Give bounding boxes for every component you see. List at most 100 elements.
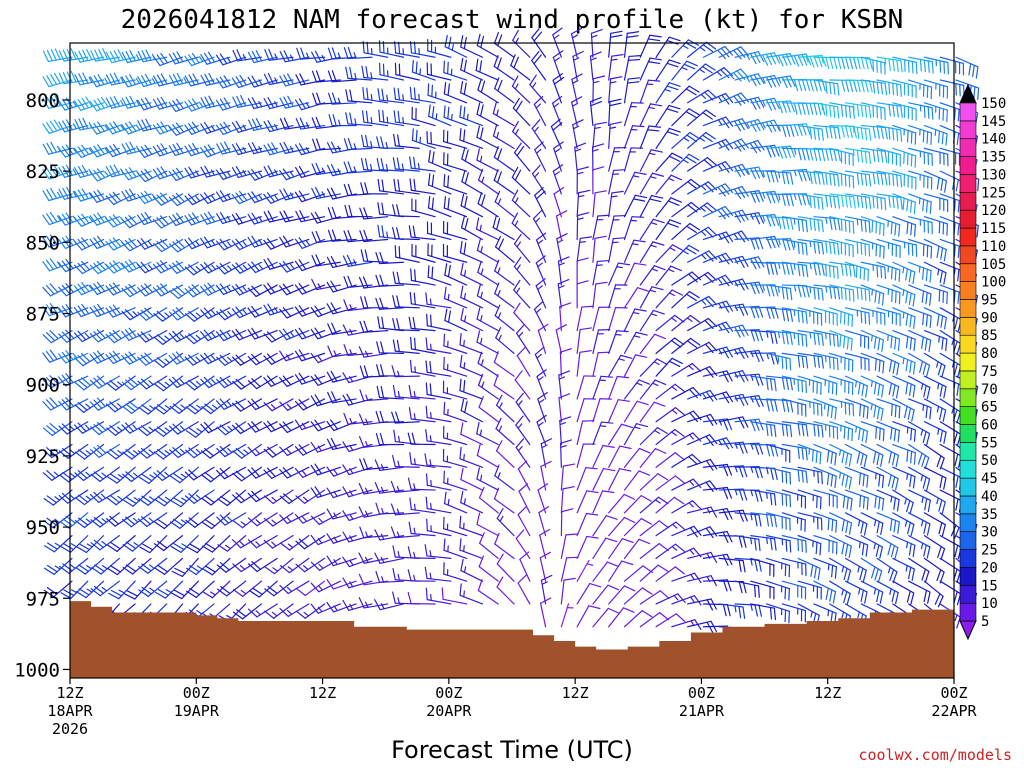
wind-barb xyxy=(358,413,389,426)
wind-barb xyxy=(105,121,136,135)
wind-barb xyxy=(513,302,531,332)
wind-barb xyxy=(860,170,888,186)
wind-barb xyxy=(89,96,120,112)
wind-barb xyxy=(623,77,641,104)
wind-barb xyxy=(655,566,685,582)
wind-barb xyxy=(232,375,263,390)
wind-barb xyxy=(639,241,665,263)
colorbar-label: 135 xyxy=(981,150,1006,166)
wind-barb xyxy=(493,31,515,58)
colorbar-cell xyxy=(959,209,977,229)
wind-barb xyxy=(623,55,642,81)
colorbar-cell xyxy=(959,531,977,550)
wind-barb xyxy=(139,535,168,554)
wind-barb xyxy=(106,375,136,391)
colorbar-label: 125 xyxy=(981,185,1006,201)
colorbar-label: 80 xyxy=(981,346,998,362)
wind-barb xyxy=(105,191,136,205)
wind-barb xyxy=(153,73,184,87)
wind-barb xyxy=(476,330,499,354)
wind-barb xyxy=(168,421,199,435)
wind-barb xyxy=(844,124,872,141)
wind-barb xyxy=(671,362,702,377)
wind-barb xyxy=(939,466,963,490)
wind-barb xyxy=(411,106,436,127)
wind-barb xyxy=(74,352,105,367)
wind-barb xyxy=(425,587,452,605)
wind-barb xyxy=(765,443,791,463)
wind-barb xyxy=(923,307,947,330)
wind-barb xyxy=(171,557,199,577)
colorbar-label: 50 xyxy=(981,453,998,469)
wind-barb xyxy=(655,314,685,332)
wind-barb xyxy=(200,144,231,158)
wind-barb xyxy=(105,72,136,86)
wind-barb xyxy=(734,535,761,552)
wind-barb xyxy=(216,512,247,526)
wind-barb xyxy=(513,233,531,263)
wind-barb xyxy=(425,292,452,309)
wind-barb xyxy=(443,286,468,309)
wind-barb xyxy=(734,281,764,295)
wind-barb xyxy=(939,307,962,332)
wind-barb xyxy=(247,557,278,573)
wind-barb xyxy=(200,51,231,65)
wind-barb xyxy=(829,443,852,467)
wind-barb xyxy=(184,73,215,87)
wind-barb xyxy=(623,287,650,309)
y-tick-label: 1000 xyxy=(14,659,60,681)
wind-barb xyxy=(185,421,215,438)
wind-barb xyxy=(892,512,915,537)
wind-barb xyxy=(718,603,746,619)
wind-barb xyxy=(687,131,716,149)
wind-barb xyxy=(137,168,168,183)
wind-barb xyxy=(200,95,231,109)
colorbar-cell xyxy=(959,567,977,586)
wind-barb xyxy=(781,421,809,437)
wind-barb xyxy=(73,188,105,202)
colorbar-bottom-arrow xyxy=(959,620,977,641)
wind-barb xyxy=(476,467,499,491)
wind-barb xyxy=(655,174,683,195)
wind-barb xyxy=(360,296,389,309)
wind-barb xyxy=(152,166,184,180)
wind-barb xyxy=(553,187,565,218)
wind-barb xyxy=(443,538,468,560)
wind-barb xyxy=(42,303,73,317)
wind-barb xyxy=(153,398,184,415)
wind-barb xyxy=(168,167,199,182)
colorbar-label: 145 xyxy=(981,114,1006,130)
colorbar-label: 110 xyxy=(981,239,1006,255)
wind-barb xyxy=(892,489,914,515)
wind-barb xyxy=(892,79,917,99)
wind-barb xyxy=(186,557,215,576)
wind-barb xyxy=(295,73,326,86)
x-tick-label: 18APR xyxy=(47,702,93,720)
wind-barb xyxy=(829,330,853,351)
wind-barb xyxy=(392,545,420,560)
wind-barb xyxy=(560,533,578,560)
wind-barb xyxy=(89,303,120,318)
wind-barb xyxy=(496,576,515,605)
wind-barb xyxy=(216,352,247,366)
wind-barb xyxy=(90,466,120,483)
wind-barb xyxy=(576,280,589,309)
wind-barb xyxy=(813,466,837,489)
wind-barb xyxy=(279,489,310,505)
wind-barb xyxy=(136,238,168,250)
wind-barb xyxy=(294,419,326,431)
wind-barb xyxy=(939,330,962,355)
wind-barb xyxy=(892,557,915,581)
colorbar-label: 45 xyxy=(981,471,998,487)
wind-barb xyxy=(184,466,215,481)
wind-barb xyxy=(829,398,855,417)
wind-barb xyxy=(138,398,168,415)
wind-barb xyxy=(923,330,948,352)
wind-barb xyxy=(200,261,231,274)
wind-barb xyxy=(443,105,468,127)
wind-barb xyxy=(639,496,669,514)
colorbar-label: 15 xyxy=(981,578,998,594)
colorbar-cell xyxy=(959,352,977,372)
wind-barb xyxy=(531,164,547,195)
wind-barb xyxy=(781,398,807,417)
